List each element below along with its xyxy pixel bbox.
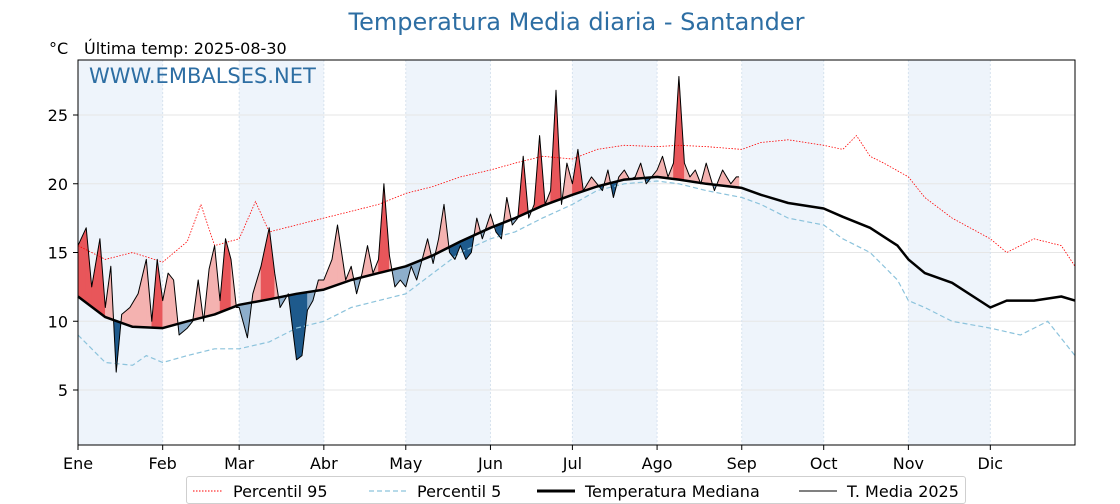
last-temp-label: Última temp: 2025-08-30 <box>84 39 287 58</box>
legend-label-p95: Percentil 95 <box>233 482 328 501</box>
legend-item-p95: Percentil 95 <box>193 480 328 502</box>
legend-item-p5: Percentil 5 <box>369 480 501 502</box>
fill-above-median <box>163 273 168 328</box>
x-tick-label: Ene <box>63 454 93 473</box>
legend-item-current: T. Media 2025 <box>799 480 959 502</box>
chart-title: Temperatura Media diaria - Santander <box>0 8 1120 36</box>
legend-label-p5: Percentil 5 <box>417 482 501 501</box>
y-tick-label: 10 <box>48 312 68 331</box>
legend-label-current: T. Media 2025 <box>847 482 959 501</box>
y-axis-unit-label: °C <box>49 39 68 58</box>
y-tick-label: 15 <box>48 244 68 263</box>
x-tick-label: May <box>389 454 422 473</box>
x-tick-label: Abr <box>310 454 338 473</box>
x-tick-label: Nov <box>893 454 924 473</box>
x-tick-label: Dic <box>978 454 1004 473</box>
watermark: WWW.EMBALSES.NET <box>89 64 316 88</box>
fill-above-median <box>324 259 332 289</box>
legend-item-median: Temperatura Mediana <box>537 480 760 502</box>
x-tick-label: Jun <box>477 454 503 473</box>
y-tick-label: 25 <box>48 106 68 125</box>
x-tick-label: Ago <box>642 454 673 473</box>
x-tick-label: Feb <box>149 454 177 473</box>
y-tick-label: 5 <box>58 381 68 400</box>
x-tick-label: Jul <box>562 454 582 473</box>
fill-above-median <box>168 273 173 326</box>
legend-label-median: Temperatura Mediana <box>585 482 760 501</box>
x-tick-label: Mar <box>224 454 255 473</box>
fill-above-median <box>736 177 739 188</box>
x-tick-label: Sep <box>727 454 757 473</box>
y-tick-label: 20 <box>48 175 68 194</box>
x-tick-label: Oct <box>810 454 838 473</box>
fill-below-median <box>297 293 302 360</box>
